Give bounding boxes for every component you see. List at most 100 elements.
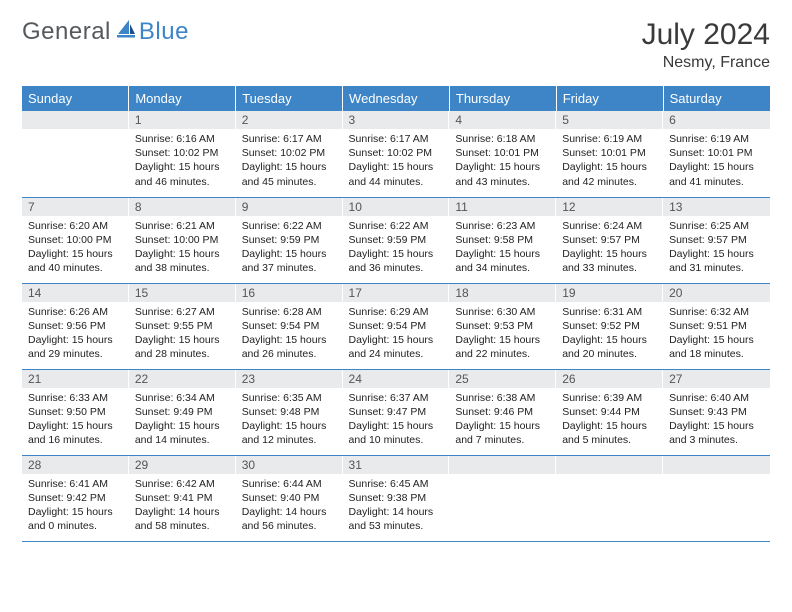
day-number: 20 <box>663 284 770 302</box>
day-details <box>663 474 770 524</box>
weekday-header-row: SundayMondayTuesdayWednesdayThursdayFrid… <box>22 86 770 111</box>
calendar-cell: 12Sunrise: 6:24 AMSunset: 9:57 PMDayligh… <box>556 197 663 283</box>
calendar-cell: 30Sunrise: 6:44 AMSunset: 9:40 PMDayligh… <box>236 455 343 541</box>
day-number: 7 <box>22 198 129 216</box>
day-details: Sunrise: 6:35 AMSunset: 9:48 PMDaylight:… <box>236 388 343 452</box>
calendar-cell-empty <box>556 455 663 541</box>
weekday-header: Monday <box>129 86 236 111</box>
day-details: Sunrise: 6:24 AMSunset: 9:57 PMDaylight:… <box>556 216 663 280</box>
calendar-cell: 6Sunrise: 6:19 AMSunset: 10:01 PMDayligh… <box>663 111 770 197</box>
day-details: Sunrise: 6:33 AMSunset: 9:50 PMDaylight:… <box>22 388 129 452</box>
calendar-row: 14Sunrise: 6:26 AMSunset: 9:56 PMDayligh… <box>22 283 770 369</box>
day-number <box>663 456 770 474</box>
weekday-header: Thursday <box>449 86 556 111</box>
day-details: Sunrise: 6:25 AMSunset: 9:57 PMDaylight:… <box>663 216 770 280</box>
calendar-cell: 24Sunrise: 6:37 AMSunset: 9:47 PMDayligh… <box>343 369 450 455</box>
calendar-cell-empty <box>22 111 129 197</box>
day-details: Sunrise: 6:26 AMSunset: 9:56 PMDaylight:… <box>22 302 129 366</box>
day-details: Sunrise: 6:28 AMSunset: 9:54 PMDaylight:… <box>236 302 343 366</box>
day-number: 6 <box>663 111 770 129</box>
day-details: Sunrise: 6:40 AMSunset: 9:43 PMDaylight:… <box>663 388 770 452</box>
day-number: 1 <box>129 111 236 129</box>
day-number: 4 <box>449 111 556 129</box>
day-number: 31 <box>343 456 450 474</box>
day-number: 23 <box>236 370 343 388</box>
sail-icon <box>115 18 137 45</box>
day-details: Sunrise: 6:22 AMSunset: 9:59 PMDaylight:… <box>343 216 450 280</box>
calendar-cell-empty <box>663 455 770 541</box>
day-number: 8 <box>129 198 236 216</box>
day-details: Sunrise: 6:42 AMSunset: 9:41 PMDaylight:… <box>129 474 236 538</box>
day-details: Sunrise: 6:22 AMSunset: 9:59 PMDaylight:… <box>236 216 343 280</box>
day-number: 11 <box>449 198 556 216</box>
day-number: 3 <box>343 111 450 129</box>
title-block: July 2024 Nesmy, France <box>642 18 770 72</box>
calendar-cell: 18Sunrise: 6:30 AMSunset: 9:53 PMDayligh… <box>449 283 556 369</box>
day-details: Sunrise: 6:30 AMSunset: 9:53 PMDaylight:… <box>449 302 556 366</box>
day-number: 15 <box>129 284 236 302</box>
calendar-table: SundayMondayTuesdayWednesdayThursdayFrid… <box>22 86 770 542</box>
calendar-cell: 3Sunrise: 6:17 AMSunset: 10:02 PMDayligh… <box>343 111 450 197</box>
day-details <box>449 474 556 524</box>
day-details: Sunrise: 6:17 AMSunset: 10:02 PMDaylight… <box>343 129 450 193</box>
day-number: 2 <box>236 111 343 129</box>
weekday-header: Sunday <box>22 86 129 111</box>
day-number <box>556 456 663 474</box>
day-number: 24 <box>343 370 450 388</box>
day-number <box>22 111 129 129</box>
calendar-cell: 11Sunrise: 6:23 AMSunset: 9:58 PMDayligh… <box>449 197 556 283</box>
month-title: July 2024 <box>642 18 770 52</box>
day-number: 26 <box>556 370 663 388</box>
day-number <box>449 456 556 474</box>
weekday-header: Saturday <box>663 86 770 111</box>
brand-part1: General <box>22 18 111 46</box>
day-number: 16 <box>236 284 343 302</box>
day-details: Sunrise: 6:21 AMSunset: 10:00 PMDaylight… <box>129 216 236 280</box>
day-details: Sunrise: 6:32 AMSunset: 9:51 PMDaylight:… <box>663 302 770 366</box>
calendar-cell: 15Sunrise: 6:27 AMSunset: 9:55 PMDayligh… <box>129 283 236 369</box>
calendar-cell: 13Sunrise: 6:25 AMSunset: 9:57 PMDayligh… <box>663 197 770 283</box>
calendar-cell: 29Sunrise: 6:42 AMSunset: 9:41 PMDayligh… <box>129 455 236 541</box>
location: Nesmy, France <box>642 54 770 72</box>
calendar-cell: 1Sunrise: 6:16 AMSunset: 10:02 PMDayligh… <box>129 111 236 197</box>
day-details: Sunrise: 6:37 AMSunset: 9:47 PMDaylight:… <box>343 388 450 452</box>
day-details: Sunrise: 6:19 AMSunset: 10:01 PMDaylight… <box>663 129 770 193</box>
day-number: 14 <box>22 284 129 302</box>
day-details: Sunrise: 6:31 AMSunset: 9:52 PMDaylight:… <box>556 302 663 366</box>
day-details: Sunrise: 6:44 AMSunset: 9:40 PMDaylight:… <box>236 474 343 538</box>
weekday-header: Friday <box>556 86 663 111</box>
weekday-header: Wednesday <box>343 86 450 111</box>
day-number: 17 <box>343 284 450 302</box>
calendar-row: 1Sunrise: 6:16 AMSunset: 10:02 PMDayligh… <box>22 111 770 197</box>
calendar-cell: 10Sunrise: 6:22 AMSunset: 9:59 PMDayligh… <box>343 197 450 283</box>
calendar-cell: 8Sunrise: 6:21 AMSunset: 10:00 PMDayligh… <box>129 197 236 283</box>
day-number: 29 <box>129 456 236 474</box>
header: General Blue July 2024 Nesmy, France <box>22 18 770 72</box>
calendar-row: 28Sunrise: 6:41 AMSunset: 9:42 PMDayligh… <box>22 455 770 541</box>
day-number: 22 <box>129 370 236 388</box>
calendar-cell: 20Sunrise: 6:32 AMSunset: 9:51 PMDayligh… <box>663 283 770 369</box>
calendar-body: 1Sunrise: 6:16 AMSunset: 10:02 PMDayligh… <box>22 111 770 541</box>
day-number: 30 <box>236 456 343 474</box>
calendar-cell-empty <box>449 455 556 541</box>
day-number: 13 <box>663 198 770 216</box>
day-details: Sunrise: 6:29 AMSunset: 9:54 PMDaylight:… <box>343 302 450 366</box>
calendar-cell: 17Sunrise: 6:29 AMSunset: 9:54 PMDayligh… <box>343 283 450 369</box>
calendar-cell: 28Sunrise: 6:41 AMSunset: 9:42 PMDayligh… <box>22 455 129 541</box>
day-details: Sunrise: 6:34 AMSunset: 9:49 PMDaylight:… <box>129 388 236 452</box>
day-details: Sunrise: 6:38 AMSunset: 9:46 PMDaylight:… <box>449 388 556 452</box>
day-number: 28 <box>22 456 129 474</box>
day-details: Sunrise: 6:17 AMSunset: 10:02 PMDaylight… <box>236 129 343 193</box>
calendar-cell: 5Sunrise: 6:19 AMSunset: 10:01 PMDayligh… <box>556 111 663 197</box>
day-number: 5 <box>556 111 663 129</box>
calendar-cell: 23Sunrise: 6:35 AMSunset: 9:48 PMDayligh… <box>236 369 343 455</box>
calendar-cell: 31Sunrise: 6:45 AMSunset: 9:38 PMDayligh… <box>343 455 450 541</box>
calendar-row: 21Sunrise: 6:33 AMSunset: 9:50 PMDayligh… <box>22 369 770 455</box>
calendar-cell: 27Sunrise: 6:40 AMSunset: 9:43 PMDayligh… <box>663 369 770 455</box>
calendar-cell: 19Sunrise: 6:31 AMSunset: 9:52 PMDayligh… <box>556 283 663 369</box>
calendar-cell: 2Sunrise: 6:17 AMSunset: 10:02 PMDayligh… <box>236 111 343 197</box>
day-details <box>556 474 663 524</box>
calendar-row: 7Sunrise: 6:20 AMSunset: 10:00 PMDayligh… <box>22 197 770 283</box>
day-number: 18 <box>449 284 556 302</box>
calendar-cell: 7Sunrise: 6:20 AMSunset: 10:00 PMDayligh… <box>22 197 129 283</box>
